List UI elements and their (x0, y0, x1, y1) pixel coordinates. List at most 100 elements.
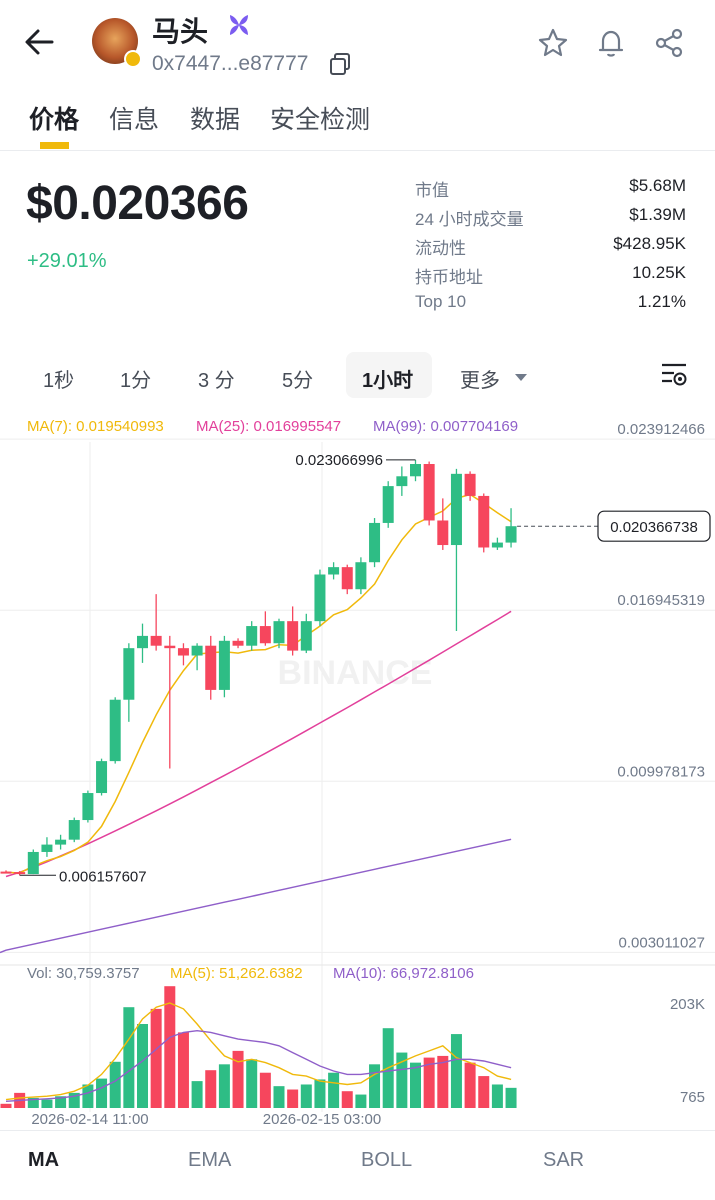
candle-body (450, 473, 462, 546)
chart-settings-icon[interactable] (660, 362, 688, 388)
indicator-ema[interactable]: EMA (188, 1149, 232, 1171)
tab-price[interactable]: 价格 (29, 106, 80, 134)
chevron-down-icon (515, 374, 527, 381)
volume-bar (150, 1008, 162, 1108)
stat-label-volume: 24 小时成交量 (415, 210, 524, 229)
price-change: +29.01% (27, 250, 107, 272)
volume-bar (355, 1094, 367, 1108)
time-axis-label: 2026-02-15 03:00 (263, 1111, 381, 1127)
share-icon[interactable] (652, 26, 686, 60)
candle-body (164, 645, 176, 649)
candle-body (314, 574, 326, 622)
tab-security[interactable]: 安全检测 (270, 106, 371, 134)
candle-body (423, 464, 435, 521)
candle-body (464, 473, 476, 496)
volume-bar (314, 1079, 326, 1108)
volume-bar (68, 1092, 80, 1108)
timeframe-3m[interactable]: 3 分 (198, 370, 235, 392)
candle-body (14, 872, 26, 875)
price-axis-tick: 0.003011027 (619, 934, 705, 951)
current-price: $0.020366 (26, 177, 249, 230)
candle-body (287, 621, 299, 651)
price-axis-tick: 0.009978173 (617, 763, 705, 780)
volume-bar (341, 1091, 353, 1108)
volume-bar (96, 1078, 108, 1108)
tab-info[interactable]: 信息 (109, 106, 160, 134)
volume-axis-tick: 765 (680, 1089, 705, 1106)
indicator-ma[interactable]: MA (28, 1149, 60, 1171)
current-price-label: 0.020366738 (610, 519, 698, 536)
volume-bar (41, 1099, 53, 1108)
ma99-line (0, 838, 512, 954)
volume-ma5-legend: MA(5): 51,262.6382 (170, 965, 303, 982)
candle-body (273, 621, 285, 644)
candle-body (150, 635, 162, 646)
timeframe-1h[interactable]: 1小时 (362, 370, 414, 392)
candle-body (218, 640, 230, 690)
copy-icon[interactable] (328, 52, 352, 76)
timeframe-5m[interactable]: 5分 (282, 370, 314, 392)
stat-label-liquidity: 流动性 (415, 239, 466, 258)
volume-legend: Vol: 30,759.3757 (27, 965, 140, 982)
tab-data[interactable]: 数据 (190, 106, 241, 134)
volume-bar (137, 1024, 148, 1108)
volume-bar (0, 1103, 12, 1108)
volume-bar (259, 1072, 271, 1108)
stat-label-market-cap: 市值 (415, 181, 449, 200)
current-price-tag (597, 510, 711, 542)
timeframe-selector: 1秒 1分 3 分 5分 1小时 更多 (0, 352, 715, 402)
volume-bar (177, 1032, 189, 1108)
volume-bar (55, 1096, 67, 1108)
volume-ma10-legend: MA(10): 66,972.8106 (333, 965, 474, 982)
app-header: 马头 0x7447...e87777 (0, 0, 715, 90)
candle-body (82, 793, 94, 821)
candle-body (410, 464, 421, 477)
candle-body (191, 645, 203, 656)
volume-bar (218, 1064, 230, 1108)
stat-value-top10: 1.21% (637, 292, 686, 311)
volume-bar (82, 1084, 94, 1108)
candle-body (96, 761, 108, 794)
stat-value-liquidity: $428.95K (613, 234, 686, 253)
ma99-legend: MA(99): 0.007704169 (373, 418, 519, 435)
timeframe-more[interactable]: 更多 (460, 370, 500, 392)
candle-body (137, 635, 148, 649)
stat-value-volume: $1.39M (629, 205, 686, 224)
indicator-tabs: MA EMA BOLL SAR (0, 1130, 715, 1191)
timeframe-1s[interactable]: 1秒 (43, 370, 75, 392)
star-icon[interactable] (536, 26, 570, 60)
detail-tabs: 价格 信息 数据 安全检测 (0, 94, 715, 151)
volume-bar (191, 1081, 203, 1108)
candle-body (205, 645, 217, 690)
timeframe-1m[interactable]: 1分 (120, 370, 152, 392)
candle-body (232, 640, 244, 646)
candle-body (0, 871, 12, 874)
candle-body (55, 839, 67, 845)
indicator-sar[interactable]: SAR (543, 1149, 585, 1171)
candle-body (328, 567, 340, 575)
volume-bar (232, 1050, 244, 1108)
price-chart[interactable]: 0.023912466 0.016945319 0.009978173 0.00301… (0, 412, 715, 1127)
token-name: 马头 (152, 16, 209, 47)
candle-body (246, 626, 258, 646)
back-arrow-icon[interactable] (22, 26, 58, 58)
bell-icon[interactable] (594, 26, 628, 60)
candle-body (259, 626, 271, 644)
stat-value-holders: 10.25K (632, 263, 686, 282)
volume-ma5-line (5, 1002, 512, 1101)
chain-badge-icon (124, 50, 142, 68)
candle-body (396, 476, 408, 487)
volume-bar (410, 1062, 421, 1108)
volume-bar (491, 1084, 503, 1108)
price-axis-tick: 0.016945319 (617, 592, 705, 609)
volume-bar (273, 1086, 285, 1108)
volume-bar (450, 1034, 462, 1108)
volume-bar (27, 1097, 39, 1108)
volume-bar (164, 986, 176, 1108)
candle-body (437, 520, 449, 546)
candle-body (68, 820, 80, 840)
watermark: BINANCE (278, 654, 433, 692)
indicator-boll[interactable]: BOLL (361, 1149, 413, 1171)
volume-bar (437, 1055, 449, 1108)
verified-icon (230, 15, 248, 35)
